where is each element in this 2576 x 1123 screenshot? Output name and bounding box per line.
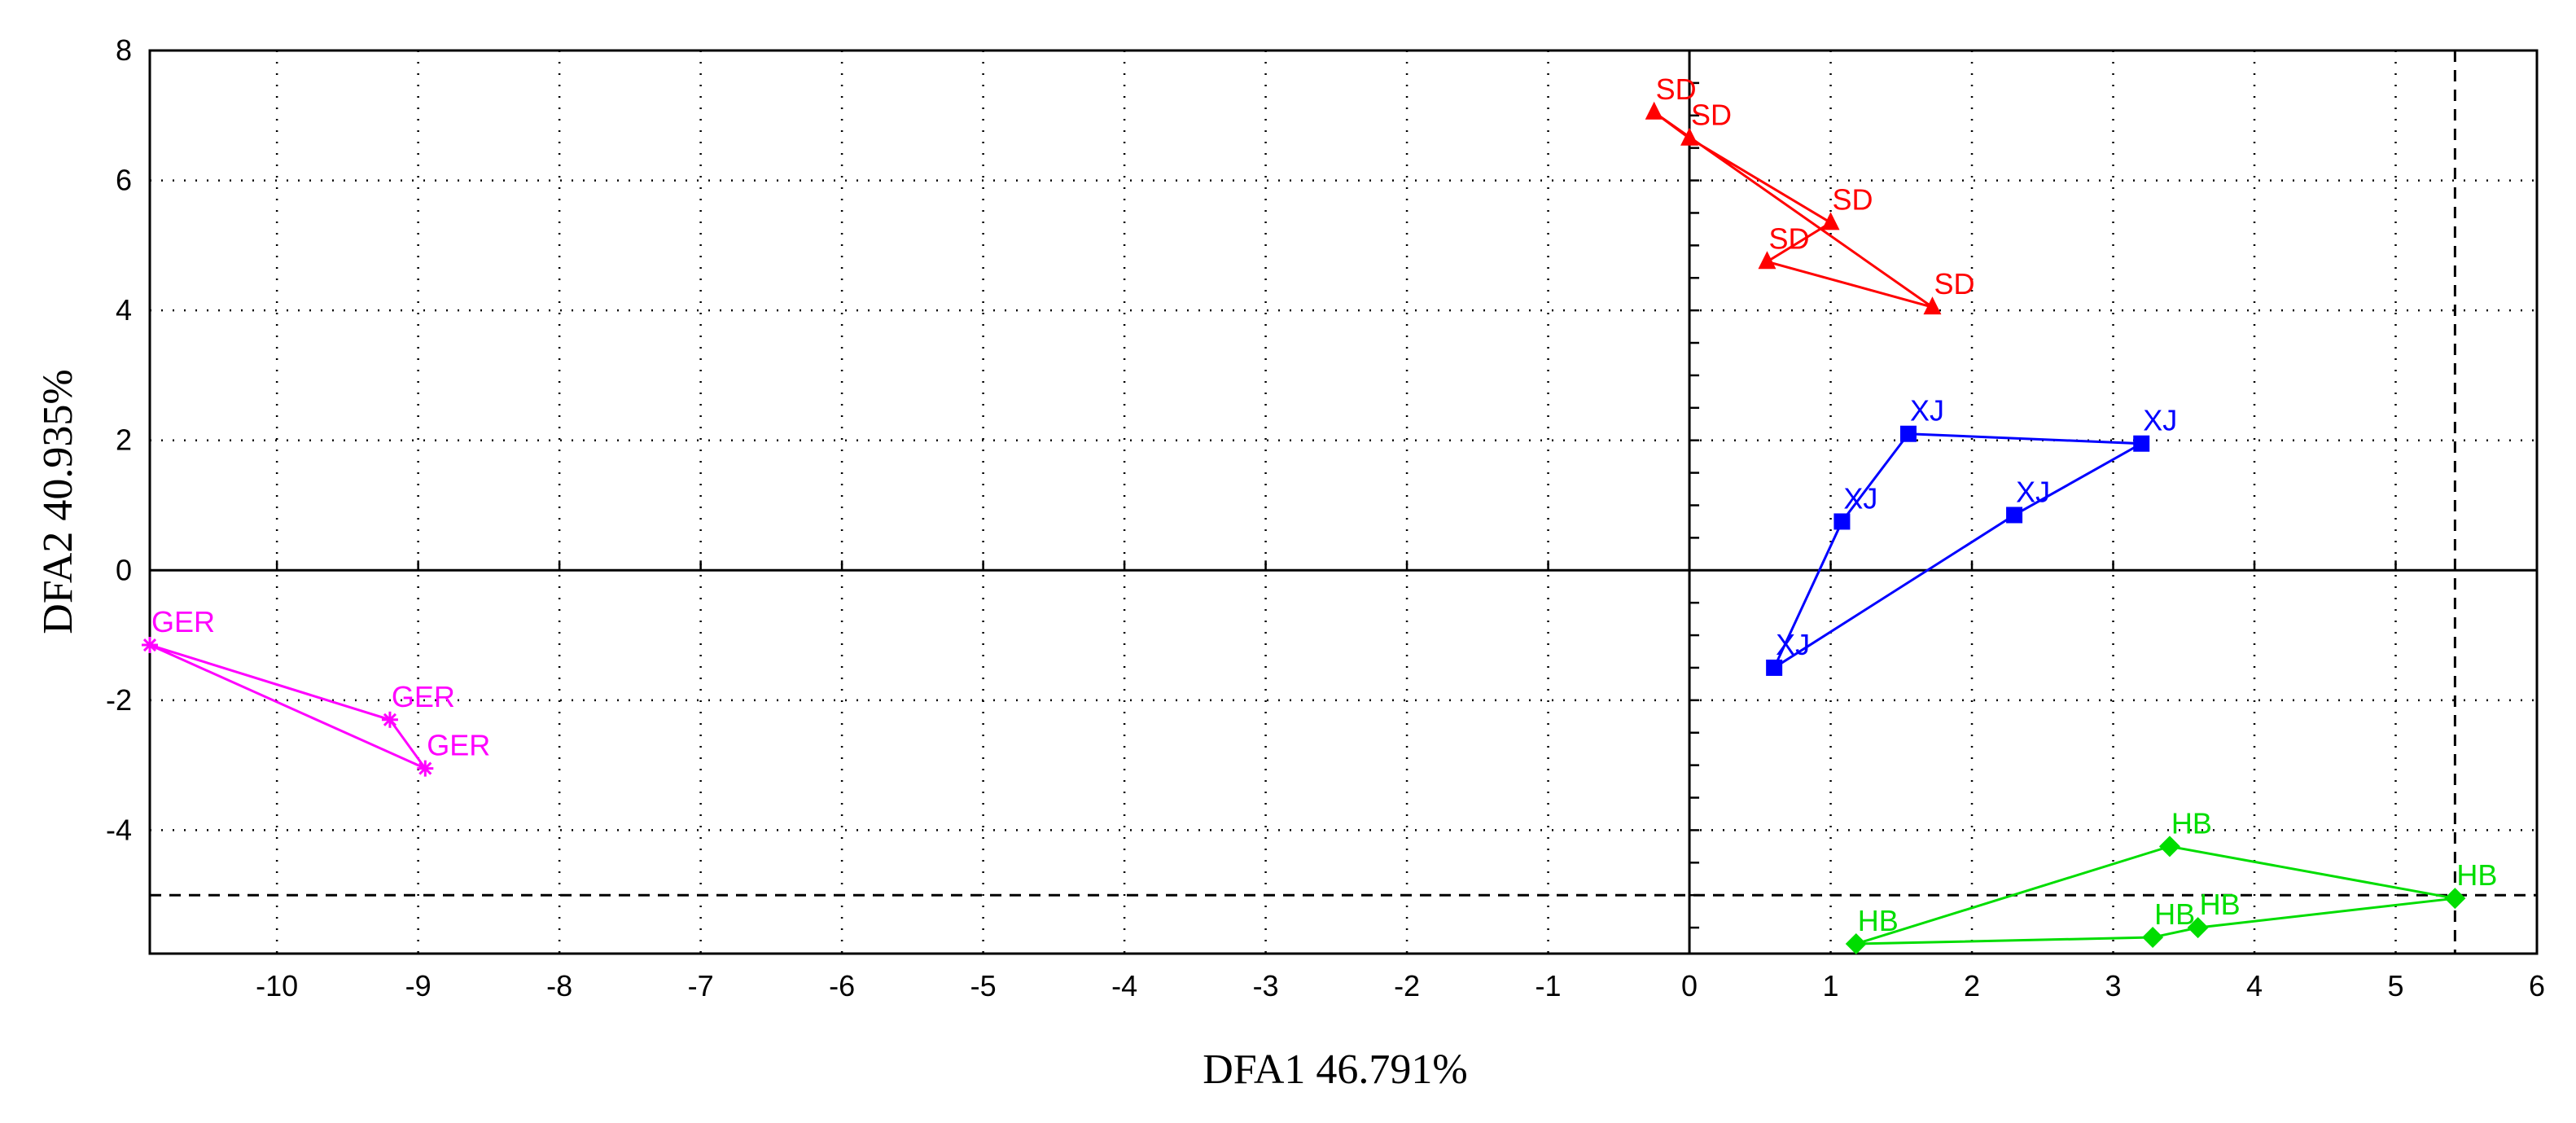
hb-point-label: HB (1858, 904, 1899, 937)
x-tick-label: -6 (829, 969, 855, 1002)
ger-point-label: GER (427, 729, 490, 762)
sd-hull-outline (1653, 111, 1934, 309)
y-tick-label: 6 (116, 164, 132, 197)
hb-point-label: HB (2456, 858, 2497, 892)
hb-point-label: HB (2200, 888, 2241, 921)
hb-point-label: HB (2154, 897, 2195, 931)
sd-point-label: SD (1691, 99, 1732, 132)
hb-point-marker (2158, 836, 2180, 858)
sd-point-marker (1821, 212, 1840, 230)
x-tick-label: 2 (1964, 969, 1980, 1002)
sd-point-label: SD (1768, 222, 1809, 255)
xj-point-label: XJ (1910, 394, 1944, 428)
grid-lines (150, 50, 2537, 954)
sd-point-marker (1758, 251, 1776, 270)
xj-point-label: XJ (1776, 628, 1810, 661)
hb-hull-outline (1855, 844, 2456, 945)
x-tick-label: 1 (1823, 969, 1839, 1002)
ger-point-marker (381, 711, 398, 728)
xj-point-marker (2133, 435, 2150, 452)
xj-point-marker (1766, 659, 1783, 676)
x-axis-title: DFA1 46.791% (1203, 1046, 1467, 1093)
x-tick-label: -8 (546, 969, 572, 1002)
group-hulls (149, 111, 2456, 945)
ger-point-label: GER (151, 605, 215, 638)
xj-point-label: XJ (2016, 475, 2050, 508)
data-points (142, 101, 2466, 955)
sd-point-label: SD (1656, 72, 1697, 106)
y-tick-label: 8 (116, 33, 132, 67)
ger-point-label: GER (392, 680, 455, 713)
star-stroke (142, 638, 157, 652)
star-stroke (383, 713, 396, 726)
y-tick-label: -4 (106, 813, 132, 846)
hb-point-marker (2142, 927, 2164, 949)
xj-hull-outline (1771, 432, 2146, 671)
hb-point-marker (1845, 933, 1867, 955)
xj-point-marker (1899, 425, 1917, 442)
x-tick-label: -9 (405, 969, 432, 1002)
plot-frame (148, 49, 2539, 955)
y-tick-label: 2 (116, 423, 132, 457)
xj-point-marker (1833, 513, 1851, 530)
xj-point-marker (2006, 507, 2023, 524)
x-tick-label: 4 (2246, 969, 2263, 1002)
x-tick-label: -5 (970, 969, 997, 1002)
y-tick-label: 4 (116, 293, 132, 327)
x-tick-label: -10 (256, 969, 298, 1002)
ger-point-marker (142, 637, 158, 654)
x-tick-label: 0 (1681, 969, 1698, 1002)
sd-point-marker (1680, 127, 1699, 146)
sd-point-marker (1923, 296, 1942, 315)
x-tick-label: -4 (1111, 969, 1137, 1002)
x-tick-label: 6 (2529, 969, 2545, 1002)
zero-axes (150, 49, 2539, 954)
x-tick-label: -2 (1394, 969, 1420, 1002)
sd-point-marker (1645, 101, 1663, 120)
y-axis-title: DFA2 40.935% (35, 369, 81, 634)
sd-point-label: SD (1934, 267, 1974, 300)
xj-point-label: XJ (2143, 404, 2177, 437)
xj-point-label: XJ (1843, 481, 1877, 515)
y-tick-label: -2 (106, 683, 132, 717)
ger-point-marker (417, 760, 434, 777)
star-stroke (418, 761, 432, 775)
hb-point-label: HB (2171, 806, 2212, 840)
hb-point-marker (2444, 888, 2466, 910)
ger-hull-outline (149, 643, 429, 772)
x-tick-label: 3 (2105, 969, 2122, 1002)
x-tick-label: 5 (2387, 969, 2403, 1002)
x-tick-label: -7 (688, 969, 714, 1002)
x-tick-label: -3 (1253, 969, 1279, 1002)
sd-point-label: SD (1833, 182, 1873, 216)
x-tick-label: -1 (1536, 969, 1562, 1002)
hb-point-marker (2187, 917, 2209, 939)
reference-lines (150, 50, 2537, 954)
y-tick-label: 0 (116, 553, 132, 586)
